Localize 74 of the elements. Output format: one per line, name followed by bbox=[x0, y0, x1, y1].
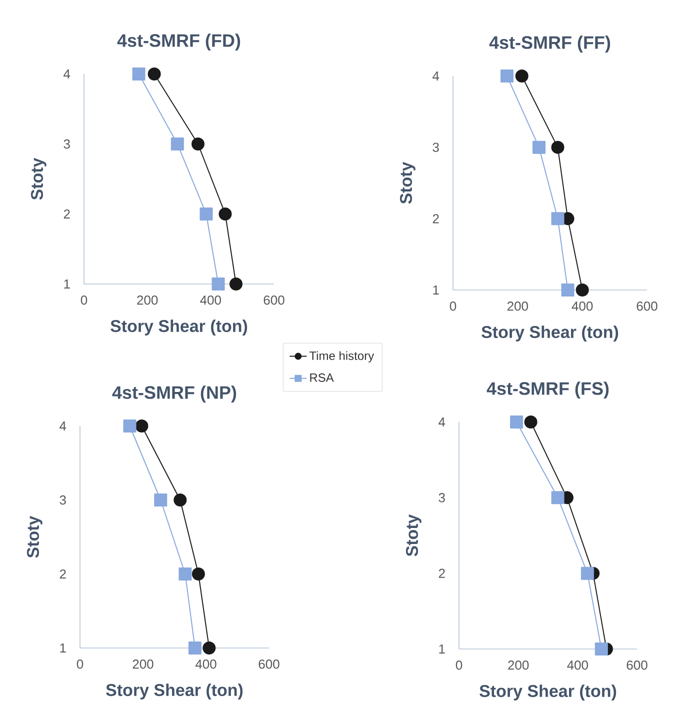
y-tick-label: 1 bbox=[433, 286, 439, 294]
chart-title: 4st-SMRF (NP) bbox=[112, 386, 236, 402]
point bbox=[202, 641, 216, 654]
x-tick-label: 600 bbox=[636, 302, 658, 311]
x-axis-title: Story Shear (ton) bbox=[482, 326, 618, 342]
point bbox=[188, 641, 202, 654]
point bbox=[551, 212, 564, 226]
y-tick-label: 2 bbox=[432, 214, 439, 224]
x-tick-label: 400 bbox=[200, 296, 222, 305]
x-tick-label: 400 bbox=[572, 302, 593, 311]
y-tick-label: 3 bbox=[432, 142, 439, 152]
x-axis-title: Story Shear (ton) bbox=[110, 320, 248, 336]
point bbox=[192, 567, 205, 580]
point bbox=[576, 283, 589, 296]
point bbox=[135, 419, 148, 432]
point bbox=[580, 566, 594, 580]
point bbox=[524, 415, 538, 428]
x-tick-label: 600 bbox=[258, 660, 280, 669]
y-tick-label: 3 bbox=[64, 139, 70, 149]
y-axis-title: Stoty bbox=[26, 516, 42, 558]
point bbox=[170, 137, 184, 150]
x-tick-label: 600 bbox=[626, 660, 648, 670]
point bbox=[174, 493, 187, 506]
y-tick-label: 4 bbox=[60, 422, 66, 430]
y-tick-label: 1 bbox=[60, 644, 66, 652]
x-tick-label: 0 bbox=[76, 660, 84, 669]
point bbox=[148, 67, 161, 80]
point bbox=[510, 415, 524, 428]
x-axis-title: Story Shear (ton) bbox=[480, 684, 616, 700]
point bbox=[515, 69, 528, 82]
point bbox=[532, 140, 546, 154]
x-tick-label: 200 bbox=[508, 660, 529, 670]
chart-title: 4st-SMRF (FF) bbox=[489, 36, 610, 52]
point bbox=[132, 67, 146, 80]
x-tick-label: 200 bbox=[132, 660, 154, 669]
point bbox=[212, 277, 225, 290]
y-axis-title: Stoty bbox=[30, 158, 46, 200]
y-tick-label: 4 bbox=[432, 72, 440, 80]
chart-title: 4st-SMRF (FS) bbox=[486, 382, 609, 398]
x-tick-label: 200 bbox=[137, 296, 158, 305]
y-tick-label: 1 bbox=[64, 280, 70, 288]
point bbox=[218, 207, 232, 220]
y-tick-label: 3 bbox=[438, 493, 445, 502]
y-tick-label: 2 bbox=[60, 569, 66, 579]
x-axis-title: Story Shear (ton) bbox=[106, 684, 243, 700]
x-tick-label: 0 bbox=[450, 302, 456, 311]
point bbox=[594, 642, 608, 656]
point bbox=[551, 491, 564, 504]
y-axis-title: Stoty bbox=[406, 514, 422, 556]
point bbox=[192, 137, 204, 150]
x-tick-label: 400 bbox=[195, 660, 216, 669]
y-tick-label: 3 bbox=[60, 495, 66, 505]
point bbox=[551, 140, 564, 154]
legend-label: RSA bbox=[310, 373, 334, 382]
y-tick-label: 4 bbox=[64, 70, 70, 78]
x-tick-label: 400 bbox=[567, 660, 588, 670]
y-axis-title: Stoty bbox=[400, 162, 416, 204]
point bbox=[230, 277, 242, 290]
legend-label: Time history bbox=[309, 351, 374, 362]
y-tick-label: 1 bbox=[439, 644, 445, 654]
y-tick-label: 4 bbox=[438, 418, 446, 426]
x-tick-label: 600 bbox=[264, 296, 284, 305]
point bbox=[178, 567, 192, 580]
y-tick-label: 2 bbox=[438, 568, 445, 578]
point bbox=[500, 69, 514, 82]
point bbox=[123, 419, 136, 432]
chart-title: 4st-SMRF (FD) bbox=[117, 34, 240, 50]
y-tick-label: 2 bbox=[64, 209, 70, 219]
x-tick-label: 0 bbox=[456, 660, 462, 670]
x-tick-label: 200 bbox=[507, 302, 528, 311]
point bbox=[154, 493, 168, 506]
x-tick-label: 0 bbox=[80, 296, 88, 305]
point bbox=[200, 207, 213, 220]
point bbox=[561, 283, 574, 296]
